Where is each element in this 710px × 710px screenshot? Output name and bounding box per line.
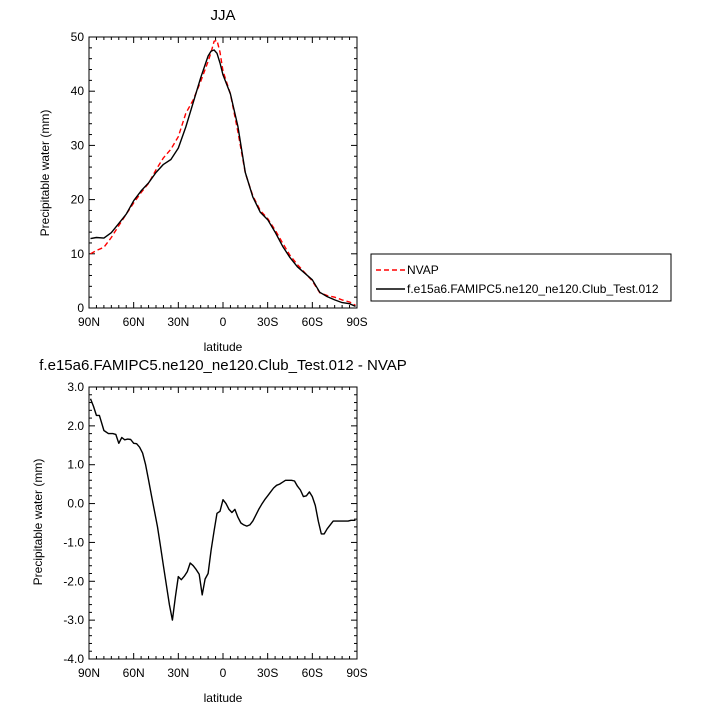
y-tick-label: 50 [71, 30, 85, 44]
series-line-model [90, 49, 356, 308]
precipitable-water-panel: JJA 90N 60N 30N 0 30S 60S 90S 0 10 20 30 40 50 Preci… [38, 7, 368, 354]
y-axis-label: Precipitable water (mm) [38, 110, 52, 237]
y-tick-label: 0.0 [67, 497, 84, 511]
series-line-difference [89, 398, 356, 621]
y-axis-label: Precipitable water (mm) [31, 459, 45, 586]
x-tick-label: 90S [346, 666, 367, 680]
legend: NVAP f.e15a6.FAMIPC5.ne120_ne120.Club_Te… [370, 253, 672, 302]
chart-title: f.e15a6.FAMIPC5.ne120_ne120.Club_Test.01… [39, 357, 406, 374]
y-tick-label: 0 [77, 301, 84, 315]
x-tick-label: 30N [167, 666, 189, 680]
series-line-nvap [90, 39, 356, 306]
y-tick-label: 3.0 [67, 380, 84, 394]
legend-label-model: f.e15a6.FAMIPC5.ne120_ne120.Club_Test.01… [407, 282, 659, 296]
x-tick-label: 90S [346, 315, 367, 329]
legend-box [370, 253, 672, 302]
legend-label-nvap: NVAP [407, 263, 439, 277]
y-tick-label: -1.0 [63, 535, 84, 549]
y-tick-label: -2.0 [63, 574, 84, 588]
y-tick-label: -4.0 [63, 652, 84, 666]
x-tick-label: 60S [302, 315, 323, 329]
x-tick-label: 30N [167, 315, 189, 329]
x-tick-label: 0 [220, 315, 227, 329]
y-tick-label: -3.0 [63, 613, 84, 627]
x-tick-label: 90N [78, 315, 100, 329]
x-tick-label: 0 [220, 666, 227, 680]
x-tick-label: 30S [257, 315, 278, 329]
y-tick-label: 1.0 [67, 458, 84, 472]
x-tick-label: 90N [78, 666, 100, 680]
x-tick-label: 30S [257, 666, 278, 680]
y-tick-label: 40 [71, 84, 85, 98]
x-tick-label: 60N [123, 315, 145, 329]
x-tick-label: 60S [302, 666, 323, 680]
y-tick-label: 10 [71, 247, 85, 261]
difference-panel: f.e15a6.FAMIPC5.ne120_ne120.Club_Test.01… [31, 357, 407, 705]
x-axis-label: latitude [204, 691, 243, 705]
plot-frame [88, 386, 358, 660]
plot-area: 90N 60N 30N 0 30S 60S 90S 0 10 20 30 40 50 [71, 30, 368, 329]
y-tick-label: 2.0 [67, 419, 84, 433]
y-tick-label: 30 [71, 138, 85, 152]
y-tick-label: 20 [71, 193, 85, 207]
x-axis-label: latitude [204, 340, 243, 354]
chart-title: JJA [210, 7, 235, 24]
x-tick-label: 60N [123, 666, 145, 680]
plot-area: 90N 60N 30N 0 30S 60S 90S 3.0 2.0 1.0 0.0 -1.0 -2.0 -… [63, 380, 367, 680]
plot-frame [88, 36, 358, 309]
